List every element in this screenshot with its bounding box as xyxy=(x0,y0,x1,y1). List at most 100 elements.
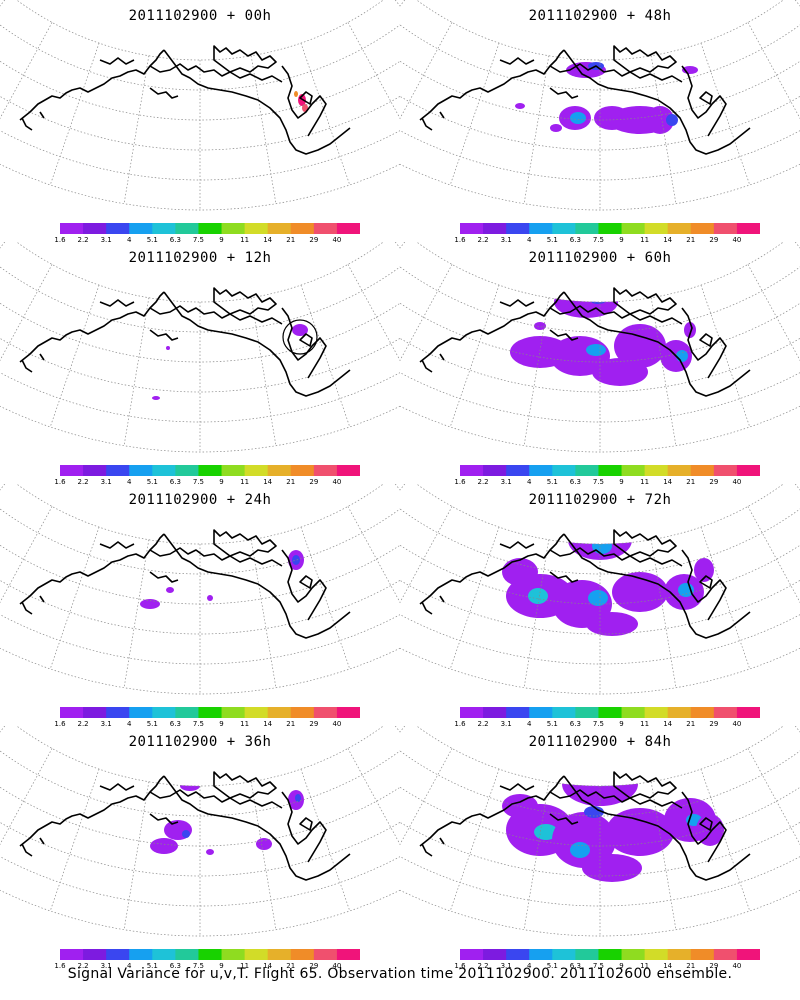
colorbar-swatch xyxy=(575,465,599,476)
variance-contour xyxy=(568,520,632,560)
colorbar-label: 4 xyxy=(126,478,132,486)
colorbar-swatch xyxy=(221,949,246,960)
colorbar-label: 2.2 xyxy=(477,720,489,728)
variance-contour xyxy=(292,555,300,565)
colorbar-swatch xyxy=(621,465,646,476)
panel-title: 2011102900 + 72h xyxy=(528,492,672,508)
variance-contour xyxy=(586,344,606,356)
graticule xyxy=(0,484,400,695)
colorbar-label: 5.1 xyxy=(546,478,558,486)
variance-contour xyxy=(666,114,678,126)
colorbar-label: 14 xyxy=(663,236,673,244)
colorbar-label: 6.3 xyxy=(569,962,581,970)
map-panel-grid: 2011102900 + 00h 1.6 2.2 3.1 4 5.1 6.3 7.5 9 11 14… xyxy=(0,0,800,972)
variance-contour xyxy=(584,806,604,818)
colorbar-label: 7.5 xyxy=(192,720,205,728)
colorbar-swatch xyxy=(60,707,84,718)
colorbar-label: 1.6 xyxy=(454,962,466,970)
colorbar-swatch xyxy=(483,707,507,718)
colorbar-label: 1.6 xyxy=(54,720,66,728)
variance-contour xyxy=(515,103,525,109)
colorbar-label: 5.1 xyxy=(546,236,558,244)
colorbar-swatch xyxy=(713,949,738,960)
colorbar-swatch xyxy=(175,707,199,718)
colorbar-label: 2.2 xyxy=(477,478,489,486)
colorbar-swatch xyxy=(644,223,669,234)
coastline xyxy=(19,771,351,881)
colorbar-label: 4 xyxy=(126,720,132,728)
colorbar-labels: 1.6 2.2 3.1 4 5.1 6.3 7.5 9 11 14 21 29 40 xyxy=(54,962,366,972)
colorbar-label: 1.6 xyxy=(454,478,466,486)
map-panel: 2011102900 + 60h 1.6 2.2 3.1 4 5.1 6.3 7.5 9 11 14… xyxy=(400,242,800,486)
colorbar-swatch xyxy=(106,949,130,960)
colorbar-swatch xyxy=(598,223,623,234)
map-svg xyxy=(400,0,800,211)
colorbar-swatch xyxy=(644,707,669,718)
variance-contour xyxy=(588,590,608,606)
colorbar-swatch xyxy=(175,465,199,476)
colorbar-label: 4 xyxy=(526,720,532,728)
colorbar-swatch xyxy=(221,707,246,718)
graticule xyxy=(0,0,400,211)
colorbar-label: 40 xyxy=(332,236,342,244)
colorbar-label: 14 xyxy=(263,962,273,970)
colorbar-swatch xyxy=(83,707,107,718)
colorbar-swatch xyxy=(244,465,269,476)
colorbar-label: 2.2 xyxy=(77,962,89,970)
colorbar-swatch xyxy=(483,949,507,960)
colorbar-label: 7.5 xyxy=(192,236,205,244)
panel-title: 2011102900 + 60h xyxy=(528,250,672,266)
colorbar-swatch xyxy=(290,223,315,234)
colorbar-label: 21 xyxy=(286,720,296,728)
colorbar-label: 7.5 xyxy=(192,962,205,970)
map-panel: 2011102900 + 12h 1.6 2.2 3.1 4 5.1 6.3 7.5 9 11 14… xyxy=(0,242,400,486)
colorbar-label: 7.5 xyxy=(592,720,605,728)
colorbar-swatch xyxy=(267,949,292,960)
colorbar-swatch xyxy=(129,707,153,718)
panel-title: 2011102900 + 24h xyxy=(128,492,272,508)
colorbar-swatch xyxy=(621,223,646,234)
variance-contour xyxy=(534,824,558,840)
colorbar-swatch xyxy=(552,949,576,960)
colorbar-label: 9 xyxy=(619,236,624,244)
map-svg xyxy=(0,726,400,937)
colorbar-swatch xyxy=(598,707,623,718)
figure-caption: Signal Variance for u,v,T. Flight 65. Ob… xyxy=(67,966,733,982)
colorbar-swatch xyxy=(575,223,599,234)
colorbar-swatch xyxy=(736,223,760,234)
variance-contour xyxy=(256,838,272,850)
colorbar xyxy=(60,949,360,960)
variance-contour xyxy=(502,794,538,818)
colorbar-label: 14 xyxy=(263,720,273,728)
colorbar-swatch xyxy=(313,223,338,234)
variance-contour xyxy=(592,538,612,554)
colorbar-label: 21 xyxy=(686,962,696,970)
colorbar-swatch xyxy=(83,465,107,476)
colorbar-swatch xyxy=(129,223,153,234)
colorbar-swatch xyxy=(129,465,153,476)
map-svg xyxy=(400,726,800,937)
colorbar-label: 14 xyxy=(663,962,673,970)
colorbar-swatch xyxy=(221,223,246,234)
colorbar-swatch xyxy=(83,223,107,234)
colorbar-swatch xyxy=(152,223,176,234)
colorbar-swatch xyxy=(313,949,338,960)
colorbar-swatch xyxy=(552,465,576,476)
map-svg xyxy=(0,0,400,211)
colorbar-label: 2.2 xyxy=(477,962,489,970)
variance-contour xyxy=(180,781,200,791)
map-panel: 2011102900 + 24h 1.6 2.2 3.1 4 5.1 6.3 7.5 9 11 14… xyxy=(0,484,400,728)
colorbar-label: 6.3 xyxy=(569,720,581,728)
colorbar-swatch xyxy=(621,949,646,960)
variance-contour xyxy=(570,842,590,858)
colorbar-label: 4 xyxy=(526,962,532,970)
colorbar-swatch xyxy=(460,465,484,476)
colorbar-swatch xyxy=(575,949,599,960)
colorbar-swatch xyxy=(506,223,530,234)
colorbar-label: 4 xyxy=(526,236,532,244)
colorbar xyxy=(60,223,360,234)
colorbar-label: 5.1 xyxy=(146,720,158,728)
colorbar-swatch xyxy=(667,223,692,234)
colorbar-swatch xyxy=(621,707,646,718)
colorbar-label: 14 xyxy=(663,478,673,486)
